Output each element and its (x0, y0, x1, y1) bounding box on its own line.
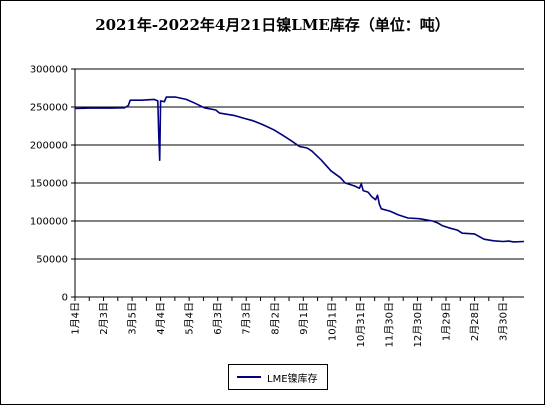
data-point (493, 240, 494, 241)
data-point (291, 141, 292, 142)
y-tick-labels: 0 50000 100000 150000 200000 250000 300000 (30, 65, 68, 304)
data-point (483, 239, 484, 240)
data-point (164, 101, 165, 102)
data-point (432, 220, 433, 221)
data-point (340, 177, 341, 178)
data-point (130, 100, 131, 101)
x-tick-label: 7月3日 (241, 302, 253, 335)
data-point (215, 109, 216, 110)
series-layer (74, 96, 525, 243)
data-point (321, 160, 322, 161)
y-tick-label: 250000 (30, 103, 68, 114)
data-point (153, 99, 154, 100)
data-point (157, 100, 158, 101)
x-tick-label: 10月31日 (355, 302, 367, 347)
axes (71, 68, 524, 301)
data-point (359, 188, 360, 189)
data-point (219, 112, 220, 113)
data-point (90, 108, 91, 109)
legend-label: LME镍库存 (267, 374, 318, 385)
data-point (74, 108, 75, 109)
data-point (523, 241, 524, 242)
data-point (371, 196, 372, 197)
data-point (381, 208, 382, 209)
data-point (375, 199, 376, 200)
x-tick-label: 11月30日 (383, 302, 395, 347)
data-point (367, 192, 368, 193)
x-tick-label: 2月28日 (469, 302, 481, 341)
data-point (311, 150, 312, 151)
data-point (166, 97, 167, 98)
data-point (513, 241, 514, 242)
data-point (158, 133, 159, 134)
data-point (273, 129, 274, 130)
data-point (299, 146, 300, 147)
chart-title: 2021年-2022年4月21日镍LME库存（单位：吨） (95, 16, 450, 34)
data-point (361, 183, 362, 184)
data-point (252, 120, 253, 121)
data-point (442, 225, 443, 226)
y-tick-label: 150000 (30, 179, 68, 190)
x-tick-label: 8月2日 (269, 302, 281, 335)
data-point (233, 115, 234, 116)
data-point (419, 218, 420, 219)
x-tick-label: 10月1日 (326, 302, 338, 341)
x-tick-labels: 1月4日 2月3日 3月5日 4月4日 5月4日 6月3日 7月3日 8月2日 9月1日 10月1… (70, 302, 510, 347)
data-point (244, 118, 245, 119)
x-tick-label: 3月30日 (498, 302, 510, 341)
legend: LME镍库存 (228, 364, 328, 390)
series-line-0 (74, 96, 525, 243)
x-tick-label: 1月29日 (440, 302, 452, 341)
data-point (407, 217, 408, 218)
data-point (175, 97, 176, 98)
x-tick-label: 3月5日 (127, 302, 139, 335)
data-point (508, 241, 509, 242)
data-point (141, 100, 142, 101)
gridlines (75, 68, 524, 260)
data-point (128, 105, 129, 106)
x-tick-label: 5月4日 (184, 302, 196, 335)
y-tick-label: 300000 (30, 65, 68, 76)
data-point (448, 227, 449, 228)
data-point (330, 170, 331, 171)
data-point (377, 195, 378, 196)
data-point (389, 211, 390, 212)
legend-swatch (237, 376, 261, 378)
data-point (307, 147, 308, 148)
data-point (160, 100, 161, 101)
data-point (110, 108, 111, 109)
data-point (363, 190, 364, 191)
data-point (354, 185, 355, 186)
x-tick-label: 2月3日 (98, 302, 110, 335)
data-point (159, 160, 160, 161)
x-tick-label: 1月4日 (70, 302, 82, 335)
data-point (438, 223, 439, 224)
data-point (379, 204, 380, 205)
data-point (282, 135, 283, 136)
data-point (457, 230, 458, 231)
data-point (502, 241, 503, 242)
data-point (474, 233, 475, 234)
data-point (204, 107, 205, 108)
x-tick-label: 12月30日 (412, 302, 424, 347)
data-point (462, 233, 463, 234)
y-tick-label: 50000 (36, 255, 68, 266)
data-point (345, 182, 346, 183)
data-point (194, 103, 195, 104)
y-tick-label: 0 (62, 293, 68, 304)
data-point (124, 107, 125, 108)
data-point (262, 124, 263, 125)
x-tick-label: 6月3日 (212, 302, 224, 335)
x-tick-label: 4月4日 (155, 302, 167, 335)
y-tick-label: 100000 (30, 217, 68, 228)
y-tick-label: 200000 (30, 141, 68, 152)
data-point (186, 99, 187, 100)
x-tick-label: 9月1日 (298, 302, 310, 335)
data-point (398, 214, 399, 215)
